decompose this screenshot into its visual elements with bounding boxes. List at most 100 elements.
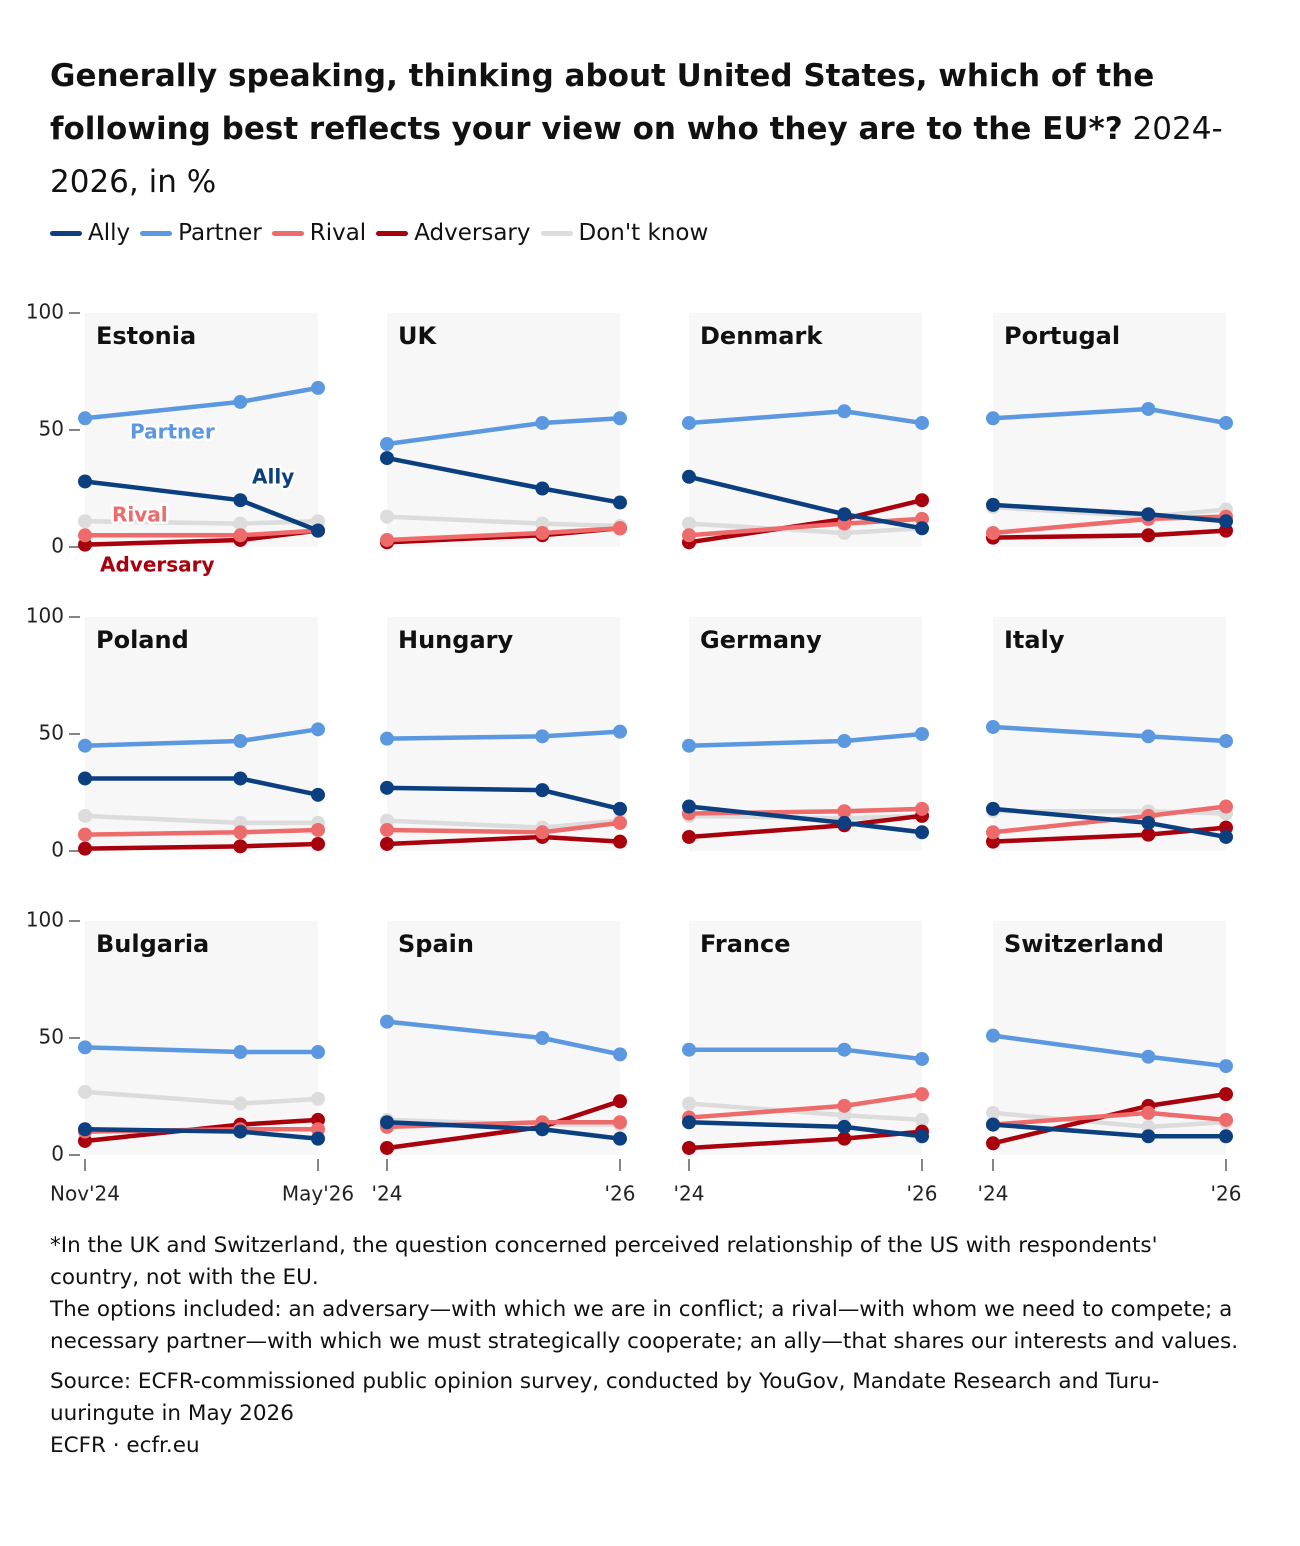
legend-item: Don't know	[540, 220, 708, 246]
series-point	[311, 1091, 325, 1106]
panel-background	[85, 313, 318, 547]
series-point	[682, 415, 696, 430]
series-point	[78, 474, 92, 489]
series-point	[613, 801, 627, 816]
chart-title: Generally speaking, thinking about Unite…	[50, 58, 1155, 147]
series-point	[1141, 827, 1156, 842]
series-point	[837, 1098, 852, 1113]
panel-title: Portugal	[1004, 322, 1120, 350]
series-point	[915, 825, 929, 840]
series-point	[380, 822, 394, 837]
legend: Ally Partner Rival Adversary Don't know	[50, 220, 708, 246]
series-point	[837, 1119, 852, 1134]
x-tick-label: '24	[674, 1182, 705, 1206]
series-point	[613, 495, 627, 510]
series-point	[78, 1040, 92, 1055]
annotation: Adversary	[100, 553, 215, 577]
series-point	[915, 521, 929, 536]
series-point	[380, 451, 394, 466]
series-point	[1219, 1129, 1233, 1144]
series-point	[986, 411, 1000, 426]
series-point	[233, 1124, 248, 1139]
credit: ECFR · ecfr.eu	[50, 1433, 200, 1458]
panel-title: Bulgaria	[96, 930, 209, 958]
panel-title: Hungary	[398, 626, 513, 654]
y-tick-label: 0	[51, 838, 64, 862]
series-point	[535, 729, 550, 744]
series-point	[311, 1045, 325, 1060]
series-point	[986, 825, 1000, 840]
series-point	[535, 1031, 550, 1045]
series-point	[535, 481, 550, 496]
series-point	[837, 804, 852, 819]
series-point	[613, 724, 627, 739]
series-point	[613, 1115, 627, 1130]
series-point	[233, 1096, 248, 1111]
panel-title: Spain	[398, 930, 474, 958]
series-point	[233, 825, 248, 840]
series-point	[915, 727, 929, 741]
x-tick-label: '26	[605, 1182, 636, 1206]
series-point	[682, 528, 696, 543]
series-point	[78, 528, 92, 543]
series-point	[682, 829, 696, 844]
series-point	[535, 415, 550, 430]
legend-item: Ally	[50, 220, 130, 246]
series-point	[837, 404, 852, 419]
series-point	[915, 801, 929, 816]
series-point	[380, 509, 394, 524]
note: *In the UK and Switzerland, the question…	[50, 1233, 1158, 1290]
panel-title: Germany	[700, 626, 822, 654]
series-point	[1141, 1129, 1156, 1144]
series-point	[837, 1131, 852, 1146]
legend-swatch	[140, 230, 173, 236]
source: Source: ECFR-commissioned public opinion…	[50, 1369, 1160, 1426]
series-point	[1219, 514, 1233, 529]
panel-title: Poland	[96, 626, 189, 654]
series-point	[915, 1052, 929, 1067]
series-point	[837, 1042, 852, 1057]
series-point	[311, 523, 325, 538]
y-tick-label: 50	[39, 1025, 64, 1049]
series-point	[1141, 1049, 1156, 1064]
series-point	[1219, 1087, 1233, 1102]
series-point	[1219, 734, 1233, 749]
series-point	[311, 836, 325, 851]
legend-swatch	[376, 230, 409, 236]
series-point	[1141, 507, 1156, 522]
series-point	[380, 836, 394, 851]
series-point	[613, 1131, 627, 1146]
series-point	[682, 1140, 696, 1155]
series-point	[535, 525, 550, 540]
series-point	[380, 532, 394, 547]
series-point	[915, 1112, 929, 1127]
series-point	[78, 808, 92, 823]
y-tick-label: 50	[39, 417, 64, 441]
series-point	[613, 1047, 627, 1062]
series-point	[837, 734, 852, 749]
x-tick-label: '24	[372, 1182, 403, 1206]
series-point	[78, 738, 92, 753]
panel-title: Estonia	[96, 322, 196, 350]
series-point	[613, 411, 627, 426]
series-point	[380, 731, 394, 746]
series-point	[682, 1096, 696, 1111]
series-point	[613, 1094, 627, 1109]
series-point	[233, 493, 248, 508]
legend-item: Partner	[140, 220, 262, 246]
note: The options included: an adversary—with …	[50, 1297, 1239, 1354]
panel-background	[85, 921, 318, 1155]
series-point	[233, 516, 248, 531]
legend-item: Rival	[271, 220, 366, 246]
series-point	[986, 1136, 1000, 1151]
y-tick-label: 100	[26, 908, 64, 932]
chart-subtitle: 2024-2026, in %	[50, 111, 1223, 200]
series-point	[1219, 1059, 1233, 1074]
series-point	[380, 1140, 394, 1155]
y-tick-label: 100	[26, 604, 64, 628]
annotation: Ally	[252, 465, 294, 489]
series-point	[986, 1105, 1000, 1120]
panel-title: France	[700, 930, 790, 958]
series-point	[986, 1117, 1000, 1132]
